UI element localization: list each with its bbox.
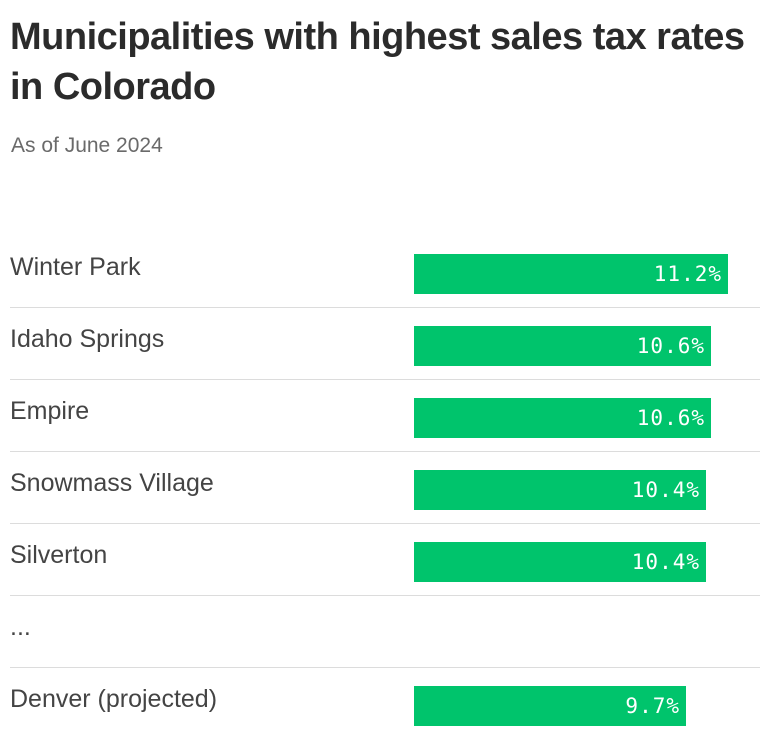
bar-category-label: Winter Park bbox=[10, 253, 141, 281]
bar bbox=[414, 470, 706, 510]
row-divider bbox=[10, 451, 760, 452]
bar-row: Idaho Springs 10.6% bbox=[10, 308, 760, 380]
bar-value-label: 9.7% bbox=[625, 694, 680, 718]
bar bbox=[414, 542, 706, 582]
bar-category-label: Idaho Springs bbox=[10, 325, 165, 353]
bar-chart: Winter Park 11.2% Idaho Springs 10.6% Empire… bbox=[0, 236, 770, 746]
bar-value-label: 10.4% bbox=[631, 550, 700, 574]
bar-category-label: Snowmass Village bbox=[10, 469, 214, 497]
chart-title: Municipalities with highest sales tax ra… bbox=[10, 16, 745, 108]
bar bbox=[414, 686, 686, 726]
bar-row: Winter Park 11.2% bbox=[10, 236, 760, 308]
bar-row: Empire 10.6% bbox=[10, 380, 760, 452]
bar-value-label: 10.4% bbox=[631, 478, 700, 502]
bar bbox=[414, 254, 728, 294]
bar bbox=[414, 326, 711, 366]
bar-category-label: Empire bbox=[10, 397, 90, 425]
bar-value-label: 10.6% bbox=[636, 406, 705, 430]
bar-category-label: Denver (projected) bbox=[10, 685, 218, 713]
row-divider bbox=[10, 379, 760, 380]
bar-category-label: ... bbox=[10, 613, 31, 641]
row-divider bbox=[10, 595, 760, 596]
bar-row: Snowmass Village 10.4% bbox=[10, 452, 760, 524]
bar-category-label: Silverton bbox=[10, 541, 108, 569]
row-divider bbox=[10, 667, 760, 668]
bar-row: Denver (projected) 9.7% bbox=[10, 668, 760, 740]
bar-value-label: 11.2% bbox=[653, 262, 722, 286]
bar-row: Silverton 10.4% bbox=[10, 524, 760, 596]
row-divider bbox=[10, 307, 760, 308]
row-divider bbox=[10, 523, 760, 524]
bar-value-label: 10.6% bbox=[636, 334, 705, 358]
bar bbox=[414, 398, 711, 438]
chart-subtitle: As of June 2024 bbox=[11, 134, 163, 157]
bar-row: ... bbox=[10, 596, 760, 668]
